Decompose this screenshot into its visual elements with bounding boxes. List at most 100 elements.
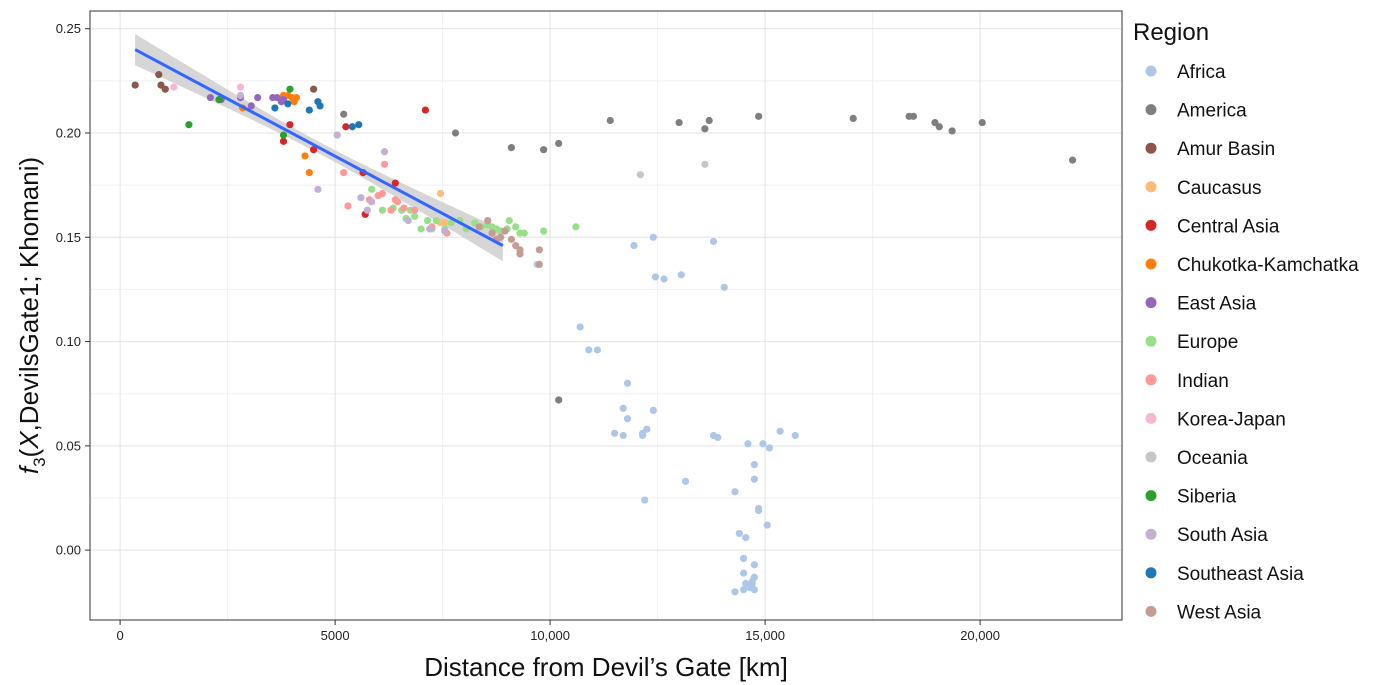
point-south-asia (357, 194, 365, 202)
legend-swatch-east-asia (1145, 297, 1157, 309)
point-chukotka-kamchatka (292, 93, 300, 102)
point-south-asia (314, 185, 322, 193)
point-america (935, 123, 943, 131)
point-america (755, 112, 763, 120)
point-africa (651, 273, 660, 281)
point-africa (641, 496, 649, 504)
point-africa (750, 561, 758, 569)
point-europe (520, 229, 528, 237)
point-indian (387, 206, 395, 214)
point-america (948, 127, 956, 135)
point-europe (417, 225, 425, 233)
point-south-asia (333, 131, 341, 139)
point-amur-basin (161, 85, 169, 93)
point-amur-basin (155, 71, 163, 79)
point-chukotka-kamchatka (301, 152, 309, 160)
point-west-asia (516, 246, 524, 254)
point-africa (740, 586, 748, 594)
points-layer (131, 71, 1077, 596)
y-tick-label: 0.00 (56, 543, 81, 558)
legend-swatch-southeast-asia (1145, 567, 1157, 579)
x-tick-label: 20,000 (960, 628, 1000, 643)
point-africa (731, 588, 739, 596)
legend-label-africa: Africa (1177, 62, 1226, 83)
point-south-asia (441, 227, 449, 235)
point-america (540, 146, 548, 154)
point-west-asia (484, 217, 492, 225)
point-europe (572, 223, 580, 231)
legend-swatch-europe (1145, 335, 1157, 347)
point-central-asia (286, 121, 294, 129)
legend-swatch-america (1145, 104, 1157, 116)
point-europe (540, 227, 548, 235)
fit-line-layer (134, 48, 504, 247)
point-west-asia (507, 235, 515, 243)
legend-label-korea-japan: Korea-Japan (1177, 409, 1286, 430)
legend-label-caucasus: Caucasus (1177, 178, 1262, 199)
point-south-asia (236, 91, 245, 100)
legend-label-europe: Europe (1177, 332, 1238, 353)
panel-border (89, 10, 1123, 621)
point-europe (411, 212, 419, 221)
legend-label-indian: Indian (1177, 371, 1229, 392)
point-africa (585, 346, 593, 354)
point-central-asia (279, 137, 288, 145)
point-central-asia (391, 179, 399, 187)
point-africa (750, 573, 758, 581)
point-america (849, 114, 857, 123)
point-africa (623, 415, 632, 423)
point-africa (593, 346, 602, 354)
x-tick-label: 0 (116, 628, 123, 643)
point-korea-japan (170, 83, 178, 91)
legend-swatch-chukotka-kamchatka (1145, 258, 1157, 270)
legend-label-southeast-asia: Southeast Asia (1177, 564, 1304, 585)
point-africa (660, 275, 668, 283)
x-axis-title: Distance from Devil’s Gate [km] (424, 652, 788, 682)
legend-label-south-asia: South Asia (1177, 525, 1268, 546)
point-southeast-asia (271, 104, 279, 112)
point-america (705, 116, 713, 125)
x-tick-label: 5000 (321, 628, 350, 643)
point-africa (750, 475, 758, 483)
point-indian (380, 160, 389, 168)
legend-label-east-asia: East Asia (1177, 294, 1257, 315)
point-caucasus (436, 189, 445, 198)
point-africa (638, 431, 647, 440)
x-tick-label: 15,000 (745, 628, 785, 643)
point-africa (619, 431, 627, 440)
point-europe (378, 206, 386, 214)
point-southeast-asia (305, 106, 313, 114)
point-america (606, 116, 614, 125)
point-africa (611, 429, 619, 437)
point-america (675, 118, 683, 127)
point-indian (340, 169, 348, 177)
point-indian (344, 202, 352, 210)
legend-swatch-caucasus (1145, 181, 1157, 193)
point-south-asia (426, 225, 434, 233)
point-america (1068, 156, 1077, 164)
point-caucasus (441, 219, 449, 227)
point-central-asia (310, 146, 318, 154)
point-america (978, 118, 986, 127)
point-africa (731, 488, 739, 496)
point-south-asia (404, 217, 412, 225)
point-west-asia (497, 233, 505, 241)
point-oceania (701, 160, 709, 168)
point-europe (432, 217, 440, 225)
point-europe (505, 217, 513, 225)
legend-label-america: America (1177, 101, 1247, 122)
point-europe (368, 185, 376, 193)
legend-label-chukotka-kamchatka: Chukotka-Kamchatka (1177, 255, 1359, 276)
point-africa (714, 433, 722, 442)
point-africa (720, 283, 728, 291)
point-america (555, 396, 563, 404)
legend-swatch-indian (1145, 374, 1157, 386)
point-west-asia (501, 227, 509, 235)
point-africa (744, 440, 752, 448)
regression-line (134, 48, 504, 247)
legend-title: Region (1133, 19, 1209, 46)
y-tick-label: 0.10 (56, 334, 81, 349)
y-tick-label: 0.25 (56, 21, 81, 36)
legend: Region Africa America Amur Basin Caucasus Cen… (1133, 19, 1359, 623)
point-africa (630, 242, 638, 250)
